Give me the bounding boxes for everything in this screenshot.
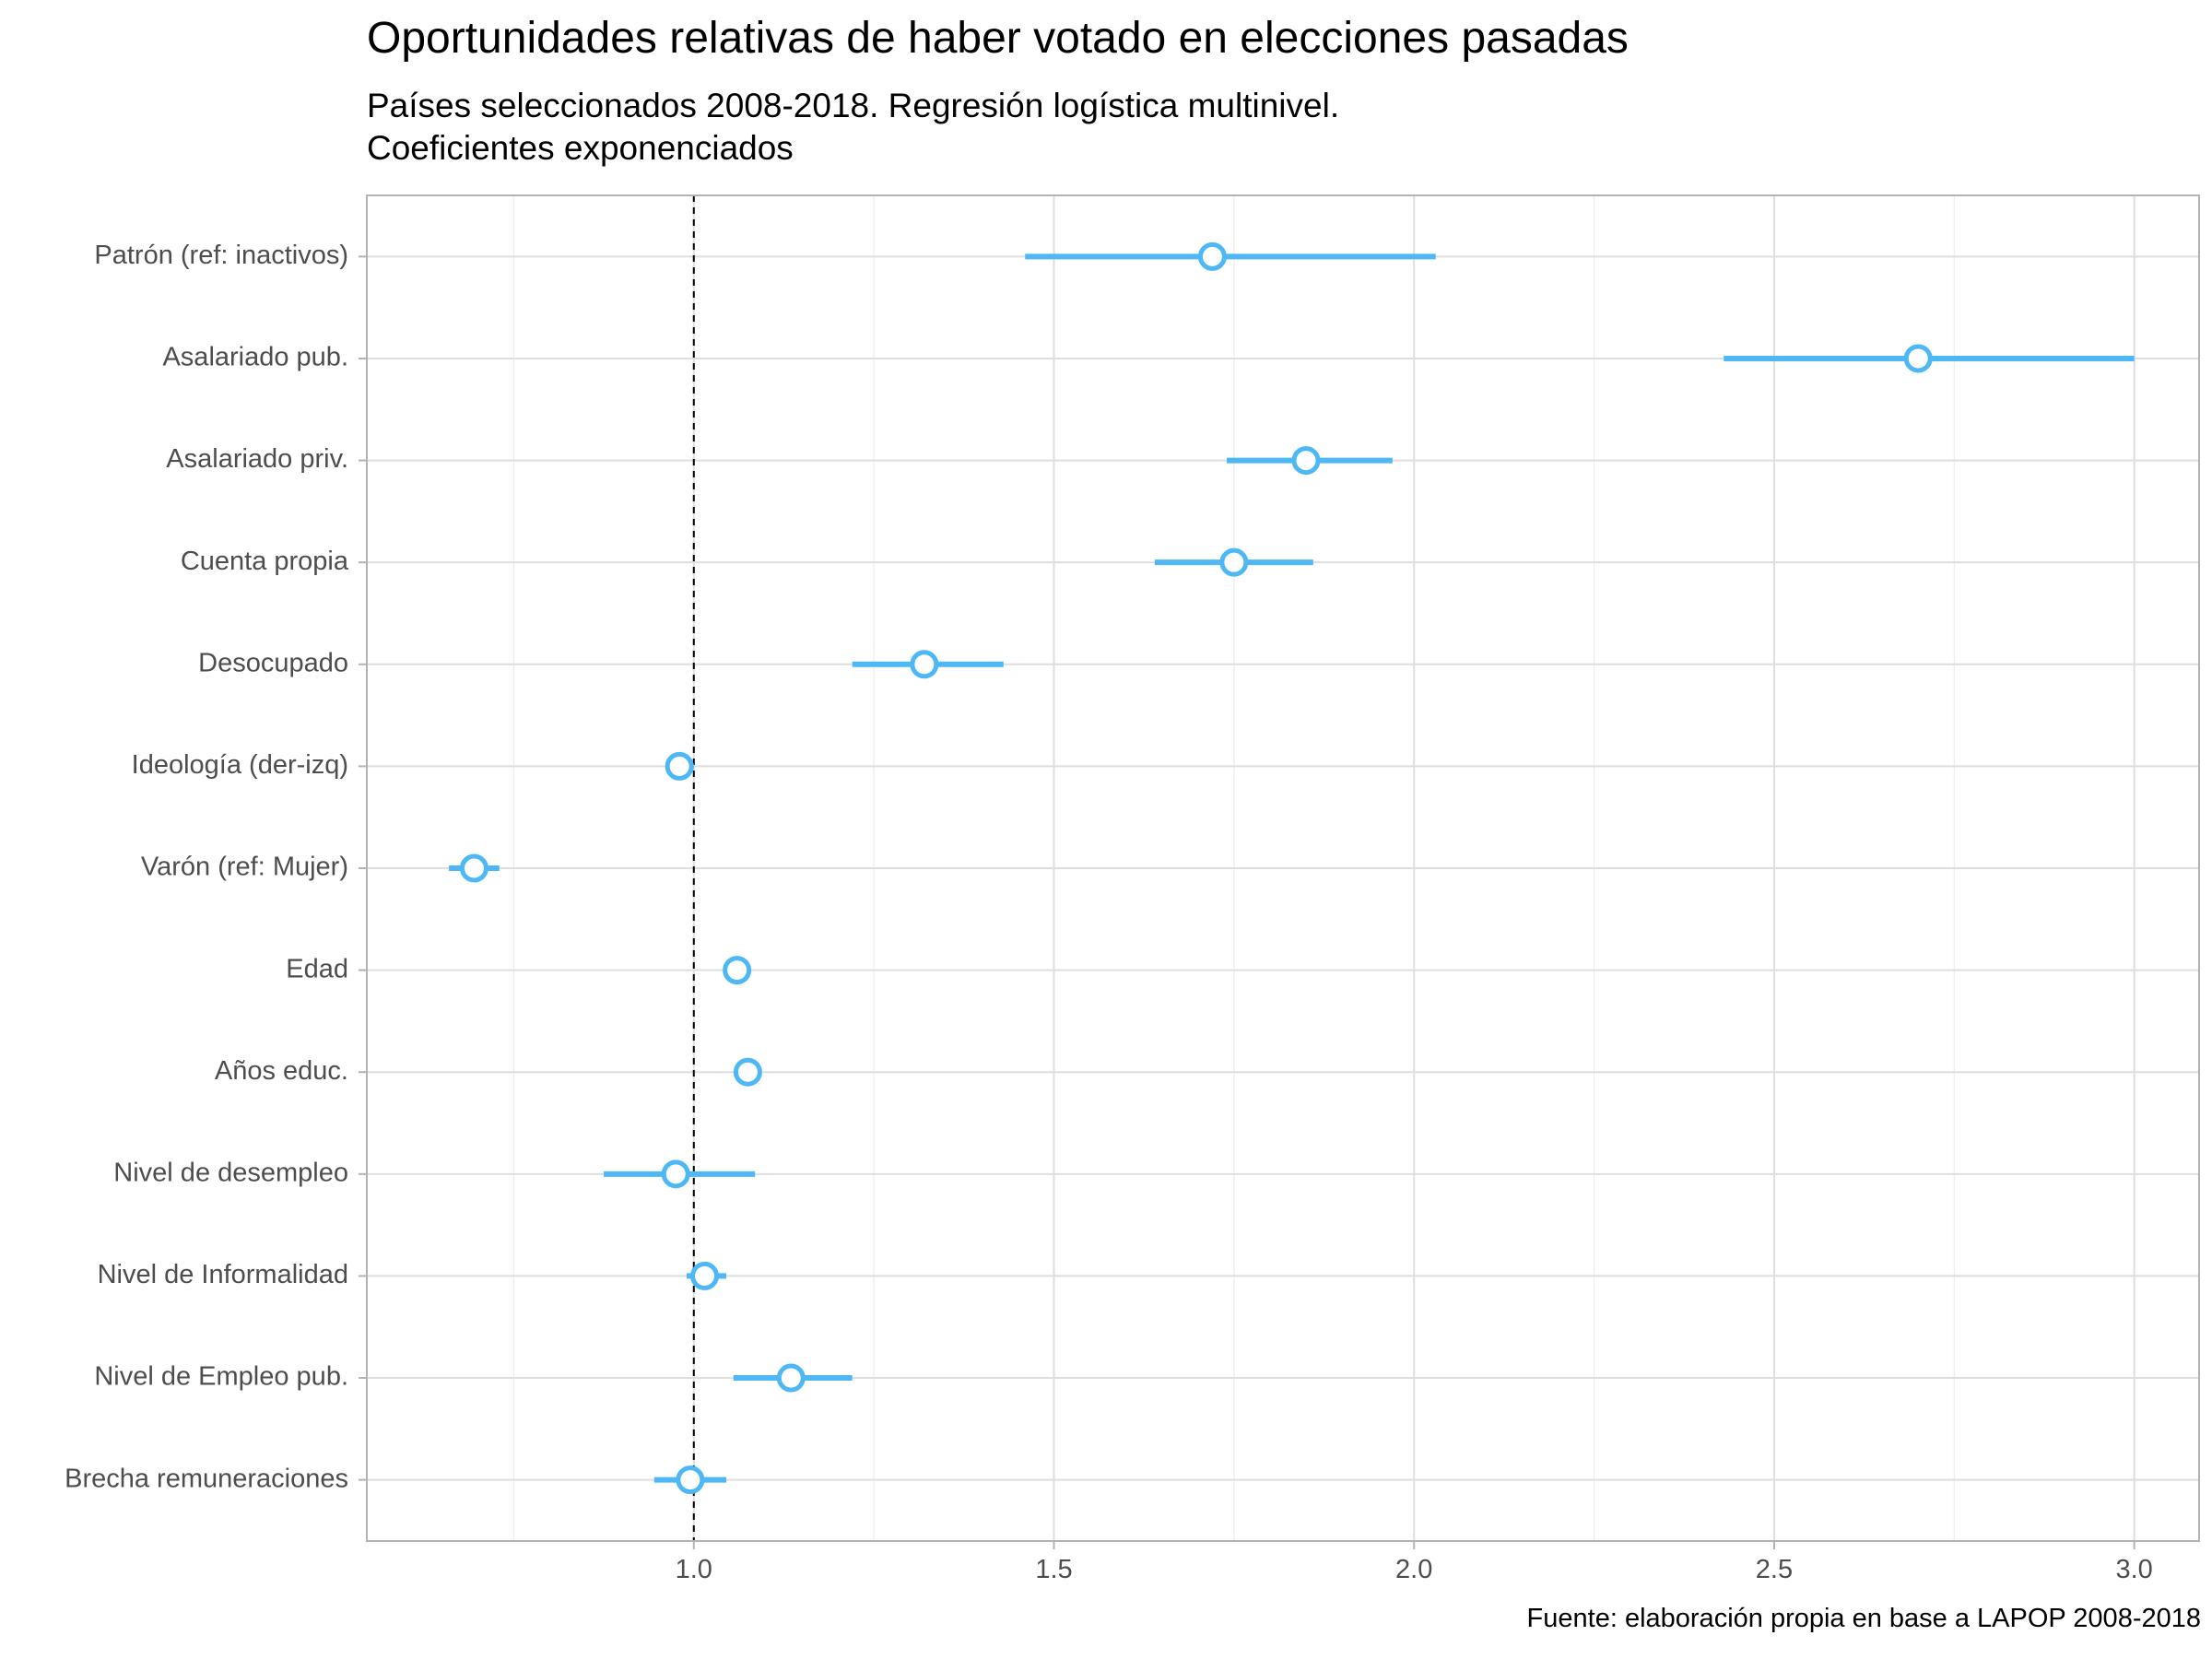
panel-border	[366, 194, 2200, 1542]
point-estimate	[723, 956, 752, 985]
chart-subtitle-line-1: Países seleccionados 2008-2018. Regresió…	[367, 87, 1340, 124]
chart-subtitle: Países seleccionados 2008-2018. Regresió…	[367, 85, 1339, 170]
point-estimate	[733, 1057, 762, 1087]
y-axis-label: Varón (ref: Mujer)	[141, 853, 348, 882]
y-axis-label: Nivel de desempleo	[113, 1158, 348, 1187]
x-axis-labels: 1.0 1.5 2.0 2.5 3.0	[676, 1555, 2153, 1584]
x-axis-label: 2.5	[1756, 1555, 1793, 1584]
chart-title: Oportunidades relativas de haber votado …	[367, 14, 1629, 63]
chart-subtitle-line-2: Coeficientes exponenciados	[367, 129, 794, 167]
y-axis-label: Brecha remuneraciones	[65, 1464, 348, 1493]
y-axis-label: Años educ.	[215, 1056, 348, 1086]
y-axis-label: Nivel de Informalidad	[98, 1260, 348, 1289]
major-gridlines	[367, 195, 2199, 1541]
point-estimate	[910, 650, 939, 679]
y-axis-label: Asalariado priv.	[166, 444, 348, 474]
y-axis-label: Desocupado	[198, 648, 348, 677]
x-axis-ticks	[692, 1541, 2136, 1549]
point-estimate	[665, 751, 694, 781]
chart-caption: Fuente: elaboración propia en base a LAP…	[1526, 1604, 2201, 1633]
y-axis-label: Ideología (der-izq)	[132, 750, 348, 780]
y-axis-labels: Patrón (ref: inactivos) Asalariado pub. As…	[65, 241, 349, 1493]
y-axis-ticks	[359, 255, 367, 1481]
point-estimate	[689, 1261, 719, 1290]
x-axis-label: 2.0	[1395, 1555, 1432, 1584]
point-estimate	[459, 853, 488, 883]
x-axis-label: 1.5	[1035, 1555, 1072, 1584]
point-estimate	[776, 1363, 806, 1393]
point-estimate	[676, 1465, 705, 1495]
y-axis-label: Nivel de Empleo pub.	[94, 1362, 348, 1392]
point-estimates	[459, 241, 1933, 1495]
y-axis-label: Edad	[286, 954, 348, 983]
point-estimate	[1219, 547, 1249, 577]
x-axis-label: 3.0	[2116, 1555, 2153, 1584]
point-estimate	[1903, 344, 1933, 373]
point-estimate	[1197, 241, 1227, 271]
x-axis-label: 1.0	[676, 1555, 712, 1584]
point-estimate	[1291, 446, 1321, 476]
y-axis-label: Asalariado pub.	[162, 343, 348, 372]
y-axis-label: Cuenta propia	[181, 547, 349, 576]
point-estimate	[661, 1159, 690, 1189]
y-axis-label: Patrón (ref: inactivos)	[94, 241, 348, 270]
